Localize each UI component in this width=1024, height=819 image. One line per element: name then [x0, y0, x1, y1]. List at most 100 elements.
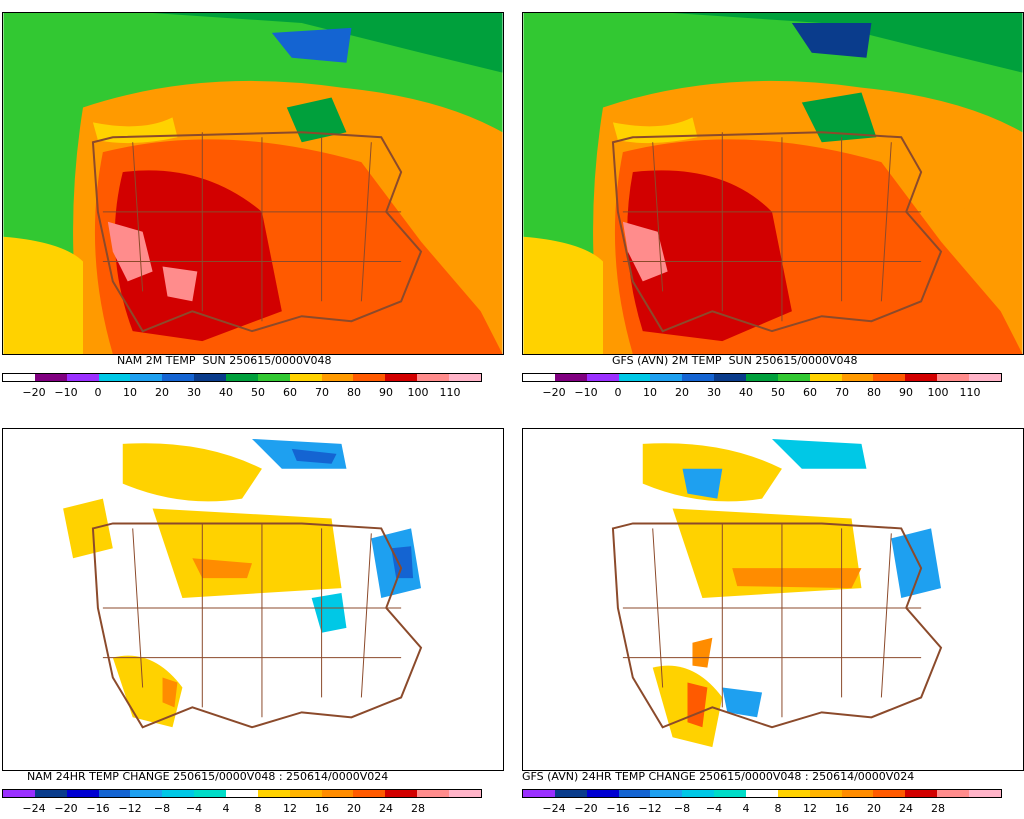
- scale-swatch: [777, 374, 810, 381]
- scale-tick-label: 4: [742, 802, 750, 815]
- scale-swatch: [937, 790, 970, 797]
- scale-tick-label: 110: [439, 386, 461, 399]
- scale-swatch: [321, 374, 354, 381]
- scale-tick-label: 20: [347, 802, 361, 815]
- gfs-temp-color-scale: [522, 373, 1002, 382]
- scale-tick-label: −24: [542, 802, 566, 815]
- scale-tick-label: −20: [574, 802, 598, 815]
- gfs-temp-panel: GFS (AVN) 2M TEMP SUN 250615/0000V048 −2…: [522, 12, 1024, 402]
- gfs-temp-title: GFS (AVN) 2M TEMP SUN 250615/0000V048: [612, 354, 858, 367]
- scale-tick-label: −24: [22, 802, 46, 815]
- scale-tick-label: 30: [707, 386, 721, 399]
- scale-tick-label: −10: [574, 386, 598, 399]
- scale-swatch: [226, 374, 258, 381]
- scale-tick-label: −10: [54, 386, 78, 399]
- scale-tick-label: 8: [774, 802, 782, 815]
- scale-swatch: [618, 374, 651, 381]
- scale-tick-label: 60: [803, 386, 817, 399]
- scale-tick-label: 28: [411, 802, 425, 815]
- scale-swatch: [417, 790, 450, 797]
- scale-swatch: [385, 790, 418, 797]
- gfs-temp-map: [522, 12, 1024, 355]
- scale-tick-label: −20: [54, 802, 78, 815]
- scale-tick-label: 40: [739, 386, 753, 399]
- scale-swatch: [226, 790, 258, 797]
- scale-tick-label: −16: [86, 802, 110, 815]
- scale-swatch: [841, 374, 874, 381]
- nam-change-panel: NAM 24HR TEMP CHANGE 250615/0000V048 : 2…: [2, 428, 504, 818]
- scale-swatch: [586, 374, 619, 381]
- scale-tick-label: 12: [283, 802, 297, 815]
- scale-swatch: [66, 374, 99, 381]
- scale-swatch: [34, 790, 67, 797]
- scale-tick-label: 110: [959, 386, 981, 399]
- scale-swatch: [746, 790, 778, 797]
- scale-swatch: [257, 790, 290, 797]
- scale-swatch: [714, 790, 747, 797]
- scale-tick-label: 60: [283, 386, 297, 399]
- scale-tick-label: 24: [379, 802, 393, 815]
- scale-swatch: [905, 374, 938, 381]
- scale-swatch: [777, 790, 810, 797]
- scale-tick-label: 0: [94, 386, 102, 399]
- scale-swatch: [3, 374, 35, 381]
- scale-tick-label: 100: [927, 386, 949, 399]
- nam-temp-panel: NAM 2M TEMP SUN 250615/0000V048 −20 −10 0 1…: [2, 12, 504, 402]
- scale-swatch: [873, 374, 906, 381]
- scale-swatch: [746, 374, 778, 381]
- scale-tick-label: −20: [542, 386, 566, 399]
- scale-tick-label: 10: [123, 386, 137, 399]
- scale-tick-label: 20: [867, 802, 881, 815]
- scale-swatch: [66, 790, 99, 797]
- nam-change-title: NAM 24HR TEMP CHANGE 250615/0000V048 : 2…: [27, 770, 389, 783]
- scale-swatch: [650, 790, 683, 797]
- scale-tick-label: 80: [347, 386, 361, 399]
- scale-swatch: [162, 790, 195, 797]
- scale-swatch: [449, 374, 481, 381]
- scale-swatch: [162, 374, 195, 381]
- scale-tick-label: 8: [254, 802, 262, 815]
- scale-swatch: [353, 790, 386, 797]
- scale-tick-label: 10: [643, 386, 657, 399]
- scale-tick-label: 50: [251, 386, 265, 399]
- scale-swatch: [905, 790, 938, 797]
- scale-swatch: [523, 790, 555, 797]
- nam-temp-title: NAM 2M TEMP SUN 250615/0000V048: [117, 354, 332, 367]
- scale-swatch: [98, 790, 131, 797]
- scale-tick-label: 0: [614, 386, 622, 399]
- gfs-change-title: GFS (AVN) 24HR TEMP CHANGE 250615/0000V0…: [522, 770, 915, 783]
- scale-tick-label: 30: [187, 386, 201, 399]
- scale-swatch: [554, 790, 587, 797]
- scale-swatch: [809, 790, 842, 797]
- scale-swatch: [449, 790, 481, 797]
- scale-tick-label: 50: [771, 386, 785, 399]
- scale-swatch: [650, 374, 683, 381]
- scale-swatch: [714, 374, 747, 381]
- scale-tick-label: 90: [899, 386, 913, 399]
- scale-tick-label: 70: [835, 386, 849, 399]
- scale-tick-label: 24: [899, 802, 913, 815]
- scale-swatch: [194, 790, 227, 797]
- scale-tick-label: 20: [675, 386, 689, 399]
- scale-tick-label: −12: [118, 802, 142, 815]
- scale-swatch: [353, 374, 386, 381]
- scale-tick-label: 28: [931, 802, 945, 815]
- scale-swatch: [873, 790, 906, 797]
- scale-tick-label: −12: [638, 802, 662, 815]
- scale-swatch: [523, 374, 555, 381]
- scale-swatch: [257, 374, 290, 381]
- scale-tick-label: 4: [222, 802, 230, 815]
- scale-tick-label: 16: [315, 802, 329, 815]
- scale-tick-label: −4: [185, 802, 203, 815]
- scale-swatch: [289, 374, 322, 381]
- scale-tick-label: −20: [22, 386, 46, 399]
- scale-swatch: [289, 790, 322, 797]
- scale-swatch: [130, 374, 163, 381]
- scale-tick-label: 90: [379, 386, 393, 399]
- nam-change-map: [2, 428, 504, 771]
- scale-swatch: [586, 790, 619, 797]
- scale-tick-label: −4: [705, 802, 723, 815]
- scale-swatch: [682, 374, 715, 381]
- gfs-change-map: [522, 428, 1024, 771]
- scale-swatch: [937, 374, 970, 381]
